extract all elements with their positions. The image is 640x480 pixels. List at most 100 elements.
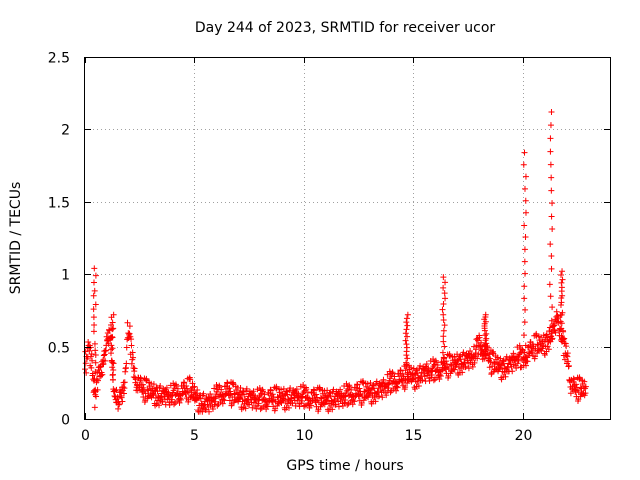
data-point [278,386,285,393]
data-point [339,403,346,410]
y-tick-label: 0.5 [48,341,70,357]
data-point [521,295,528,302]
data-point [521,246,528,253]
data-point [110,325,117,332]
data-point [415,383,422,390]
data-point [547,161,554,168]
data-point [440,360,447,367]
data-point [465,365,472,372]
data-point [128,336,135,343]
data-point [327,393,334,400]
data-point [456,353,463,360]
data-point [439,306,446,313]
data-point [90,306,97,313]
data-point [144,386,151,393]
data-point [276,389,283,396]
data-point [437,372,444,379]
data-point [178,396,185,403]
data-point [497,362,504,369]
data-point [434,362,441,369]
data-point [582,390,589,397]
data-point [559,335,566,342]
data-point [274,394,281,401]
data-point [335,403,342,410]
data-point [403,319,410,326]
data-point [114,393,121,400]
data-point [521,149,528,156]
data-point [101,351,108,358]
data-point [547,324,554,331]
data-point [403,359,410,366]
data-point [482,311,489,318]
data-point [546,281,553,288]
data-point [441,364,448,371]
data-point [226,385,233,392]
axis-tick-labels: 0 5 10 15 20 0 0.5 1 1.5 2 2.5 [48,51,533,445]
data-point [467,347,474,354]
data-point [126,330,133,337]
data-point [140,394,147,401]
data-point [285,404,292,411]
data-point [237,395,244,402]
data-point [559,309,566,316]
data-point [404,362,411,369]
data-point [522,306,529,313]
data-point [209,406,216,413]
y-axis-label: SRMTID / TECUs [8,182,24,295]
data-point [563,343,570,350]
data-point [207,391,214,398]
data-point [211,385,218,392]
data-point [499,358,506,365]
data-point [346,383,353,390]
axis-ticks [85,57,610,420]
data-point [126,323,133,330]
data-point [88,364,95,371]
data-point [404,311,411,318]
data-point [311,387,318,394]
data-point [558,279,565,286]
data-point [548,213,555,220]
data-point [404,380,411,387]
data-point [565,362,572,369]
x-tick-label: 0 [81,428,90,444]
data-point [181,379,188,386]
data-point [547,122,554,129]
data-point [249,404,256,411]
data-point [532,353,539,360]
data-point [100,360,107,367]
data-point [516,342,523,349]
data-point [522,354,529,361]
data-point [522,270,529,277]
data-point [111,393,118,400]
data-point [109,319,116,326]
data-point [89,357,96,364]
data-point [150,391,157,398]
data-point [91,265,98,272]
data-point [332,401,339,408]
data-point [369,382,376,389]
data-point [92,391,99,398]
data-point [379,394,386,401]
data-point [119,398,126,405]
data-point [91,375,98,382]
data-point [440,284,447,291]
data-point [408,364,415,371]
x-tick-label: 10 [296,428,314,444]
data-point [90,279,97,286]
data-point [414,370,421,377]
data-point [476,334,483,341]
data-point [394,384,401,391]
data-point [391,373,398,380]
data-point [92,351,99,358]
data-point [326,390,333,397]
data-point [494,354,501,361]
data-point [82,348,89,355]
data-point [110,366,117,373]
data-point [522,209,529,216]
data-point [109,376,116,383]
data-point [402,330,409,337]
data-point [483,330,490,337]
data-point [478,339,485,346]
data-point [354,381,361,388]
